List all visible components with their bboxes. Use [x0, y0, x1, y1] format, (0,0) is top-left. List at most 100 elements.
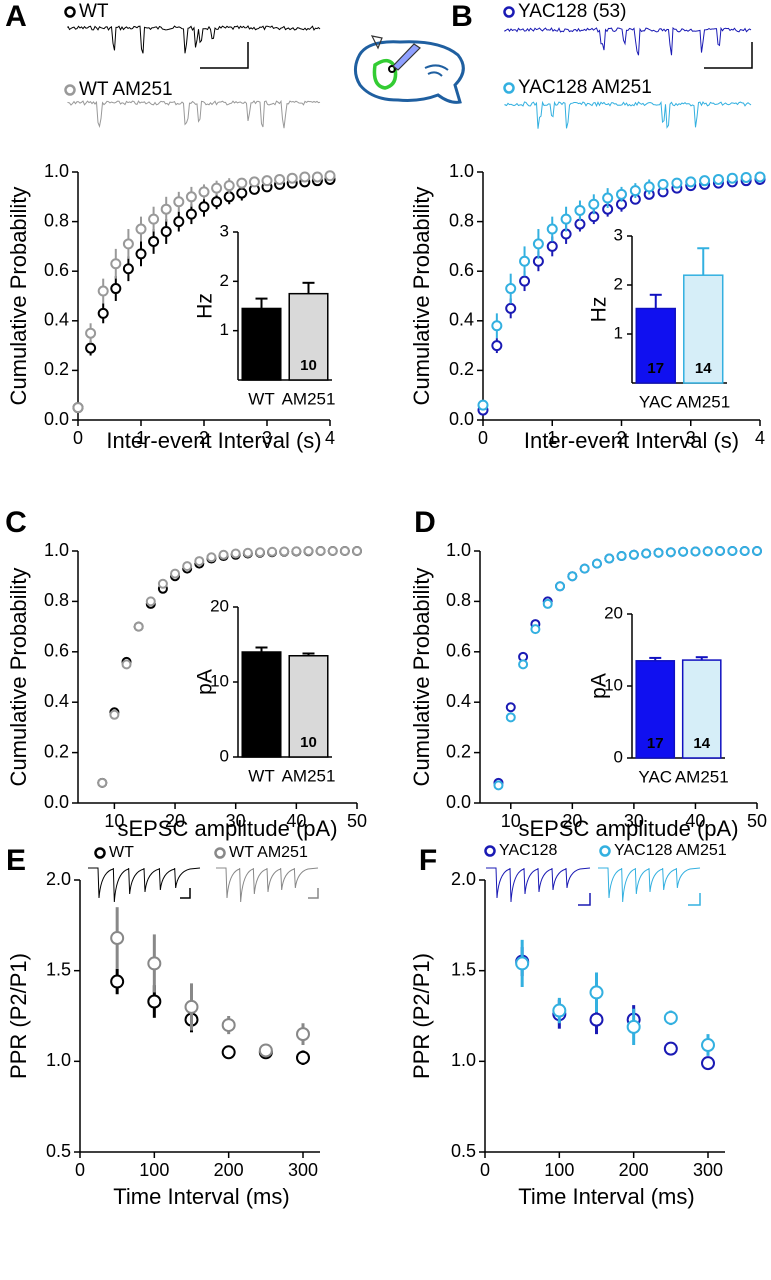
data-point — [194, 556, 205, 567]
data-point — [663, 1041, 678, 1056]
data-point — [604, 553, 615, 564]
scale-bar — [688, 893, 701, 906]
y-tick-label: 0.0 — [446, 792, 471, 812]
inset-category-label: YAC — [638, 767, 672, 786]
scale-bar — [200, 42, 249, 69]
bar — [683, 274, 724, 384]
y-axis-label: Cumulative Probability — [6, 187, 31, 406]
x-tick-label: 50 — [747, 811, 767, 831]
data-point — [185, 191, 197, 203]
inset-category-label: AM251 — [282, 389, 336, 408]
x-tick-label: 200 — [619, 1160, 649, 1180]
legend-marker — [214, 847, 226, 859]
data-point — [230, 548, 241, 559]
panel-letter: C — [5, 506, 27, 539]
series — [515, 947, 715, 1071]
y-tick-label: 0.0 — [449, 409, 474, 429]
data-point — [221, 1018, 236, 1033]
data-point — [274, 173, 286, 185]
y-tick-label: 0.2 — [44, 359, 69, 379]
data-point — [493, 780, 504, 791]
inset-ylabel: pA — [588, 673, 611, 699]
y-tick-label: 0.4 — [44, 310, 69, 330]
inset-tick-label: 1 — [220, 320, 229, 339]
y-tick-label: 1.5 — [451, 959, 476, 979]
y-tick-label: 0.6 — [446, 641, 471, 661]
data-point — [110, 931, 125, 946]
panel-letter: B — [451, 0, 473, 33]
data-point — [110, 258, 122, 270]
y-tick-label: 1.0 — [44, 540, 69, 560]
x-tick-label: 0 — [480, 1160, 490, 1180]
data-point — [643, 181, 655, 193]
data-point — [324, 170, 336, 182]
inset-tick-label: 1 — [614, 323, 623, 342]
series — [110, 907, 310, 1058]
inset-category-label: WT — [248, 766, 274, 785]
data-point — [267, 546, 278, 557]
x-tick-label: 200 — [214, 1160, 244, 1180]
data-point — [657, 178, 669, 190]
data-point — [258, 1043, 273, 1058]
data-point — [699, 175, 711, 187]
legend-marker — [64, 84, 76, 96]
data-point — [303, 546, 314, 556]
legend-label: WT AM251 — [79, 79, 173, 100]
y-tick-label: 0.8 — [44, 210, 69, 230]
panel-letter: A — [5, 0, 27, 33]
x-tick-label: 1 — [547, 428, 557, 448]
data-point — [602, 192, 614, 204]
inset-category-label: AM251 — [675, 767, 729, 786]
trace — [486, 867, 591, 903]
data-point — [286, 172, 298, 184]
data-point — [574, 218, 586, 230]
legend-label: WT AM251 — [229, 844, 308, 861]
panel-letter: E — [6, 844, 26, 877]
x-tick-label: 100 — [139, 1160, 169, 1180]
data-point — [184, 999, 199, 1014]
data-point — [352, 546, 362, 556]
data-point — [248, 176, 260, 188]
scale-bar — [308, 888, 319, 899]
x-tick-label: 2 — [199, 428, 209, 448]
series — [72, 170, 336, 414]
data-point — [542, 598, 553, 609]
data-point — [223, 191, 235, 203]
data-point — [555, 581, 566, 592]
data-point — [505, 283, 517, 295]
inset-tick-label: 20 — [210, 596, 229, 615]
data-point — [198, 201, 210, 213]
data-point — [85, 342, 97, 354]
inset-category-label: AM251 — [282, 766, 336, 785]
n-label: 14 — [693, 735, 710, 752]
series — [477, 171, 766, 411]
data-point — [218, 549, 229, 560]
series — [97, 546, 362, 788]
inset-tick-label: 10 — [604, 675, 623, 694]
panel-letter: D — [414, 506, 436, 539]
x-tick-label: 50 — [347, 811, 367, 831]
data-point — [299, 171, 311, 183]
series — [493, 546, 762, 791]
x-tick-label: 4 — [325, 428, 335, 448]
data-point — [505, 302, 517, 314]
trace — [88, 867, 201, 903]
data-point — [752, 546, 762, 556]
data-point — [72, 402, 84, 414]
bar — [241, 307, 282, 381]
trace — [598, 867, 701, 903]
data-point — [109, 709, 120, 720]
data-point — [515, 956, 530, 971]
inset-tick-label: 2 — [614, 274, 623, 293]
data-point — [616, 551, 627, 562]
legend-marker — [503, 6, 515, 18]
data-point — [242, 547, 253, 558]
x-tick-label: 40 — [286, 811, 306, 831]
data-point — [173, 196, 185, 208]
data-point — [145, 596, 156, 607]
data-point — [279, 546, 290, 557]
y-tick-label: 0.8 — [449, 210, 474, 230]
data-point — [133, 621, 144, 632]
x-axis-label: Inter-event Interval (s) — [524, 428, 739, 453]
